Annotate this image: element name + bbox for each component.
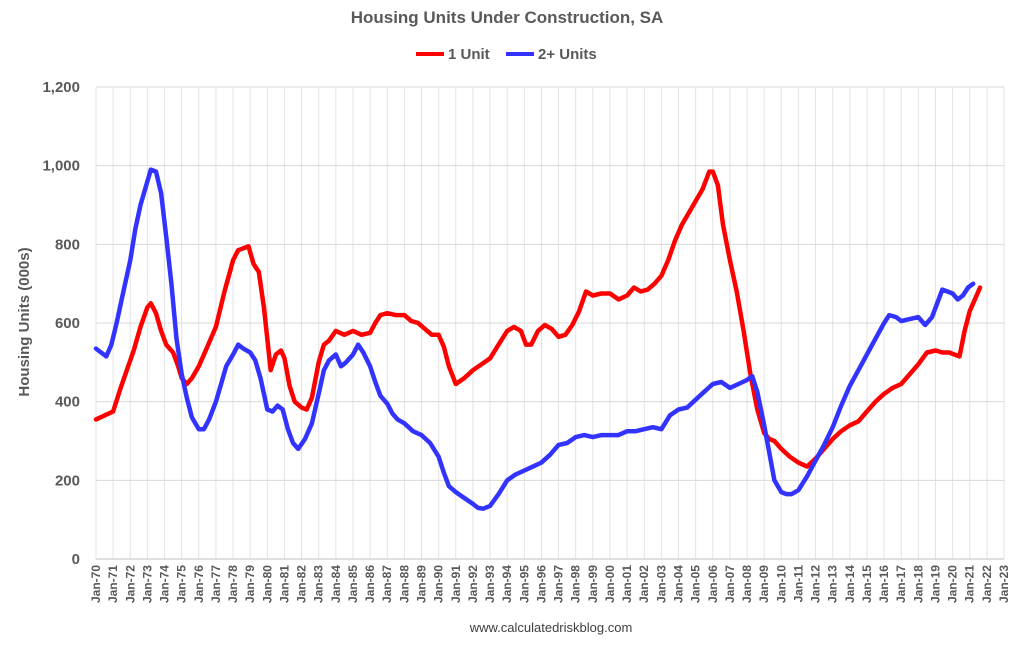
x-tick-label: Jan-09 bbox=[757, 565, 771, 603]
x-tick-label: Jan-87 bbox=[380, 565, 394, 603]
y-tick-label: 400 bbox=[55, 394, 80, 411]
x-tick-label: Jan-14 bbox=[843, 565, 857, 603]
x-tick-label: Jan-92 bbox=[466, 565, 480, 603]
x-tick-label: Jan-95 bbox=[517, 565, 531, 603]
x-tick-label: Jan-07 bbox=[723, 565, 737, 603]
x-tick-label: Jan-19 bbox=[928, 565, 942, 603]
x-axis-ticks: Jan-70 Jan-71 Jan-72 Jan-73 Jan-74 Jan-75 Jan-… bbox=[89, 565, 1011, 603]
x-tick-label: Jan-80 bbox=[260, 565, 274, 603]
x-tick-label: Jan-10 bbox=[774, 565, 788, 603]
x-tick-label: Jan-70 bbox=[89, 565, 103, 603]
x-tick-label: Jan-15 bbox=[860, 565, 874, 603]
x-tick-label: Jan-01 bbox=[620, 565, 634, 603]
x-tick-label: Jan-06 bbox=[706, 565, 720, 603]
x-tick-label: Jan-23 bbox=[997, 565, 1011, 603]
x-tick-label: Jan-84 bbox=[329, 565, 343, 603]
x-tick-label: Jan-11 bbox=[791, 565, 805, 603]
x-tick-label: Jan-90 bbox=[432, 565, 446, 603]
x-tick-label: Jan-05 bbox=[689, 565, 703, 603]
y-axis-ticks: 0 200 400 600 800 1,000 1,200 bbox=[42, 79, 80, 568]
x-tick-label: Jan-73 bbox=[140, 565, 154, 603]
legend-label-1-unit: 1 Unit bbox=[448, 46, 490, 63]
x-tick-label: Jan-13 bbox=[826, 565, 840, 603]
x-tick-label: Jan-85 bbox=[346, 565, 360, 603]
x-tick-label: Jan-74 bbox=[158, 565, 172, 603]
series-line-1-unit bbox=[93, 169, 983, 469]
y-tick-label: 1,200 bbox=[42, 79, 80, 96]
series-layer bbox=[93, 167, 983, 511]
x-tick-label: Jan-94 bbox=[500, 565, 514, 603]
y-axis-label: Housing Units (000s) bbox=[16, 247, 33, 396]
y-tick-label: 0 bbox=[72, 551, 80, 568]
x-tick-label: Jan-89 bbox=[415, 565, 429, 603]
x-tick-label: Jan-86 bbox=[363, 565, 377, 603]
legend: 1 Unit 2+ Units bbox=[416, 46, 597, 63]
x-tick-label: Jan-83 bbox=[312, 565, 326, 603]
x-tick-label: Jan-22 bbox=[980, 565, 994, 603]
x-tick-label: Jan-77 bbox=[209, 565, 223, 603]
x-tick-label: Jan-91 bbox=[449, 565, 463, 603]
x-tick-label: Jan-00 bbox=[603, 565, 617, 603]
x-tick-label: Jan-82 bbox=[295, 565, 309, 603]
legend-label-2plus-units: 2+ Units bbox=[538, 46, 597, 63]
y-tick-label: 1,000 bbox=[42, 158, 80, 175]
x-tick-label: Jan-08 bbox=[740, 565, 754, 603]
x-tick-label: Jan-76 bbox=[192, 565, 206, 603]
x-tick-label: Jan-96 bbox=[534, 565, 548, 603]
x-tick-label: Jan-18 bbox=[911, 565, 925, 603]
grid bbox=[95, 86, 1005, 560]
source-credit: www.calculatedriskblog.com bbox=[469, 620, 633, 635]
x-tick-label: Jan-81 bbox=[277, 565, 291, 603]
series-line-2plus-units bbox=[93, 167, 976, 511]
x-tick-label: Jan-98 bbox=[569, 565, 583, 603]
x-tick-label: Jan-02 bbox=[637, 565, 651, 603]
x-tick-label: Jan-20 bbox=[946, 565, 960, 603]
x-tick-label: Jan-72 bbox=[123, 565, 137, 603]
x-tick-label: Jan-16 bbox=[877, 565, 891, 603]
x-tick-label: Jan-78 bbox=[226, 565, 240, 603]
y-tick-label: 800 bbox=[55, 236, 80, 253]
x-tick-label: Jan-21 bbox=[963, 565, 977, 603]
y-tick-label: 200 bbox=[55, 472, 80, 489]
x-tick-label: Jan-88 bbox=[397, 565, 411, 603]
x-tick-label: Jan-04 bbox=[671, 565, 685, 603]
x-tick-label: Jan-12 bbox=[809, 565, 823, 603]
x-tick-label: Jan-71 bbox=[106, 565, 120, 603]
x-tick-label: Jan-03 bbox=[654, 565, 668, 603]
x-tick-label: Jan-75 bbox=[175, 565, 189, 603]
x-tick-label: Jan-93 bbox=[483, 565, 497, 603]
y-tick-label: 600 bbox=[55, 315, 80, 332]
x-tick-label: Jan-17 bbox=[894, 565, 908, 603]
chart-title: Housing Units Under Construction, SA bbox=[351, 8, 664, 27]
x-tick-label: Jan-79 bbox=[243, 565, 257, 603]
x-tick-label: Jan-97 bbox=[552, 565, 566, 603]
x-tick-label: Jan-99 bbox=[586, 565, 600, 603]
